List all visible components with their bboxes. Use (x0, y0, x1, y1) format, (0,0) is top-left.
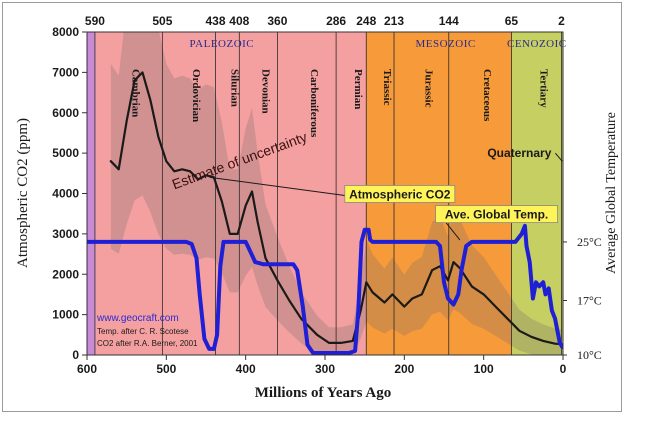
x-tick-label-100: 100 (474, 362, 494, 376)
boundary-label-248: 248 (356, 14, 376, 28)
period-band-carboniferous (277, 32, 337, 355)
period-band-devonian (239, 32, 278, 355)
y-tick-label-0: 0 (72, 348, 79, 362)
boundary-label-2: 2 (558, 14, 565, 28)
boundary-label-286: 286 (326, 14, 346, 28)
right-tick-label-25-c: 25°C (577, 235, 602, 249)
period-label-devonian: Devonian (259, 69, 271, 114)
annotation-quaternary: Quaternary (487, 146, 551, 160)
y-tick-label-1000: 1000 (52, 308, 79, 322)
right-axis-title: Average Global Temperature (604, 112, 619, 274)
quaternary-band (561, 32, 563, 355)
y-tick-label-5000: 5000 (52, 146, 79, 160)
era-label-paleozoic: PALEOZOIC (190, 38, 255, 50)
boundary-label-360: 360 (267, 14, 287, 28)
period-label-ordovician: Ordovician (190, 69, 202, 122)
x-tick-label-400: 400 (236, 362, 256, 376)
period-label-triassic: Triassic (381, 69, 393, 106)
right-tick-label-17-c: 17°C (577, 293, 602, 307)
y-tick-label-7000: 7000 (52, 65, 79, 79)
annotation-co2-box (344, 185, 456, 203)
x-tick-label-500: 500 (156, 362, 176, 376)
co2-temperature-chart: Cambrian Ordovician Silurian Devonian Carbon… (15, 14, 619, 401)
period-label-silurian: Silurian (228, 69, 240, 107)
series-line-atmospheric-co2 (109, 71, 563, 346)
precambrian-band (87, 32, 95, 355)
period-band-ordovician (162, 32, 216, 355)
y-tick-label-4000: 4000 (52, 187, 79, 201)
era-label-mesozoic: MESOZOIC (415, 38, 475, 50)
period-band-cretaceous (448, 32, 512, 355)
annotation-temp-label: Ave. Global Temp. (445, 208, 548, 222)
period-label-cambrian: Cambrian (130, 69, 142, 117)
boundary-label-505: 505 (152, 14, 172, 28)
boundary-label-144: 144 (439, 14, 459, 28)
x-tick-label-200: 200 (394, 362, 414, 376)
annotation-co2-label: Atmospheric CO2 (349, 187, 451, 201)
x-axis-title: Millions of Years Ago (255, 385, 392, 401)
period-label-tertiary: Tertiary (537, 69, 549, 108)
boundary-label-213: 213 (384, 14, 404, 28)
period-label-jurassic: Jurassic (422, 69, 434, 108)
period-band-cambrian (94, 32, 163, 355)
boundary-label-590: 590 (85, 14, 105, 28)
boundary-label-65: 65 (505, 14, 519, 28)
boundary-label-438: 438 (206, 14, 226, 28)
right-tick-label-10-c: 10°C (577, 348, 602, 362)
period-label-permian: Permian (352, 69, 364, 109)
chart-frame: Cambrian Ordovician Silurian Devonian Carbon… (2, 2, 622, 412)
x-tick-label-300: 300 (315, 362, 335, 376)
credit-co2: CO2 after R.A. Berner, 2001 (97, 339, 198, 348)
period-label-carboniferous: Carboniferous (308, 69, 320, 138)
credit-temperature: Temp. after C. R. Scotese (97, 327, 189, 336)
annotation-quaternary-arrow (554, 152, 563, 162)
series-line-ave-global-temp (87, 223, 563, 355)
y-axis-title: Atmospheric CO2 (ppm) (15, 118, 31, 268)
y-tick-label-8000: 8000 (52, 25, 79, 39)
annotation-co2-arrow (209, 176, 345, 196)
y-tick-label-3000: 3000 (52, 227, 79, 241)
x-tick-label-0: 0 (560, 362, 567, 376)
x-tick-label-600: 600 (77, 362, 97, 376)
y-tick-label-2000: 2000 (52, 267, 79, 281)
credit-website: www.geocraft.com (96, 313, 179, 324)
boundary-label-408: 408 (229, 14, 249, 28)
period-label-cretaceous: Cretaceous (481, 69, 493, 122)
annotation-temp-box (435, 205, 558, 224)
era-label-cenozoic: CENOZOIC (507, 38, 567, 50)
y-tick-label-6000: 6000 (52, 106, 79, 120)
period-band-tertiary (511, 32, 562, 355)
